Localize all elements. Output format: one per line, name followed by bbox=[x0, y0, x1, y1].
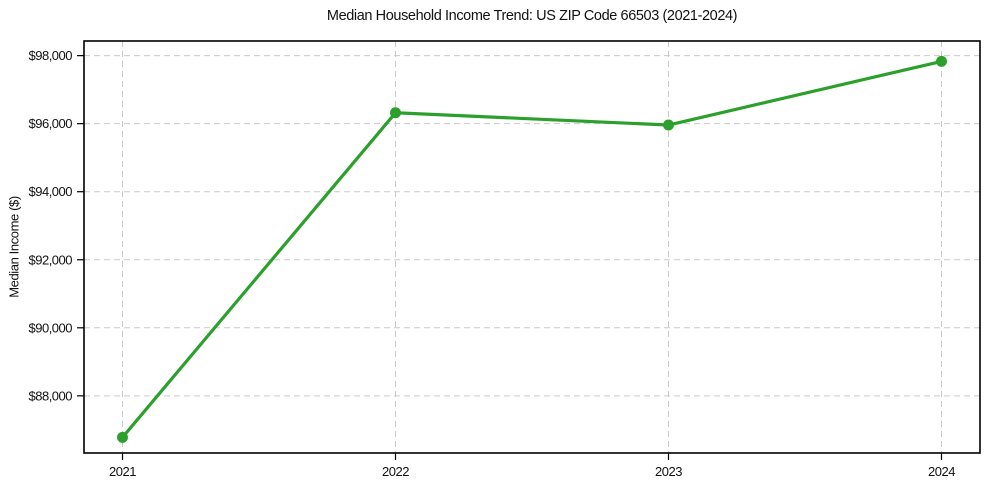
x-tick-label: 2024 bbox=[928, 464, 955, 479]
data-point bbox=[117, 431, 128, 443]
data-point bbox=[390, 107, 401, 119]
y-tick-label: $98,000 bbox=[29, 48, 73, 63]
y-tick-label: $90,000 bbox=[29, 320, 73, 335]
trend-line bbox=[120, 59, 944, 439]
x-tick-label: 2023 bbox=[655, 464, 682, 479]
data-point bbox=[663, 119, 674, 131]
y-tick-label: $88,000 bbox=[29, 388, 73, 403]
chart-title: Median Household Income Trend: US ZIP Co… bbox=[326, 8, 738, 24]
plot-border bbox=[83, 40, 981, 454]
y-tick-label: $92,000 bbox=[29, 252, 73, 267]
data-point bbox=[936, 55, 947, 67]
y-tick-label: $96,000 bbox=[29, 116, 73, 131]
y-tick-label: $94,000 bbox=[29, 184, 73, 199]
x-tick-label: 2021 bbox=[109, 464, 136, 479]
x-tick-label: 2022 bbox=[382, 464, 409, 479]
